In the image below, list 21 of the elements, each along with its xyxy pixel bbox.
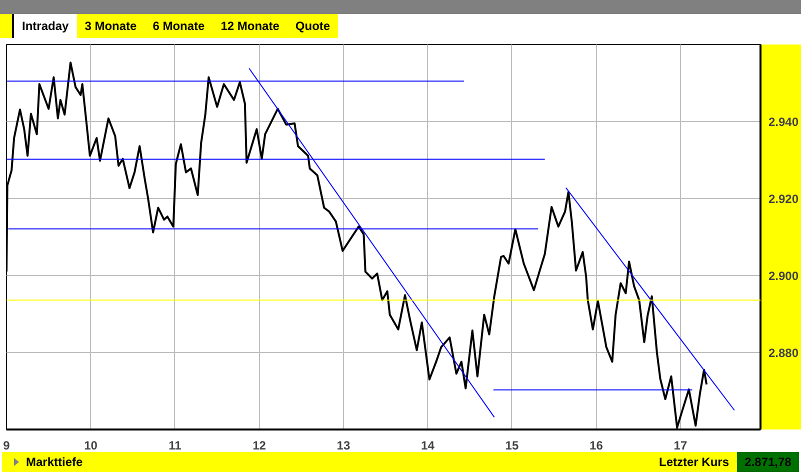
x-tick-label: 15 bbox=[505, 438, 519, 452]
x-tick-label: 14 bbox=[421, 438, 435, 452]
y-tick-label: 2.940 bbox=[768, 115, 799, 129]
text: 3 Monate bbox=[76, 14, 145, 40]
x-tick-label: 12 bbox=[252, 438, 266, 452]
x-tick-label: 13 bbox=[336, 438, 350, 452]
text: 6 Monate bbox=[144, 14, 213, 40]
x-tick-label: 16 bbox=[590, 438, 604, 452]
y-tick-label: 2.920 bbox=[768, 192, 799, 206]
text: Intraday bbox=[12, 14, 77, 40]
text: 12 Monate bbox=[212, 14, 288, 40]
x-tick-label: 17 bbox=[674, 438, 688, 452]
x-tick-label: 11 bbox=[168, 438, 182, 452]
text: Letzter Kurs bbox=[658, 454, 729, 471]
y-tick-label: 2.880 bbox=[768, 346, 799, 360]
text: Quote bbox=[287, 14, 338, 40]
text: Markttiefe bbox=[26, 454, 83, 471]
text: 2.871,78 bbox=[737, 452, 799, 472]
x-tick-label: 10 bbox=[84, 438, 98, 452]
y-tick-label: 2.900 bbox=[768, 269, 799, 283]
x-tick-label: 9 bbox=[3, 438, 10, 452]
